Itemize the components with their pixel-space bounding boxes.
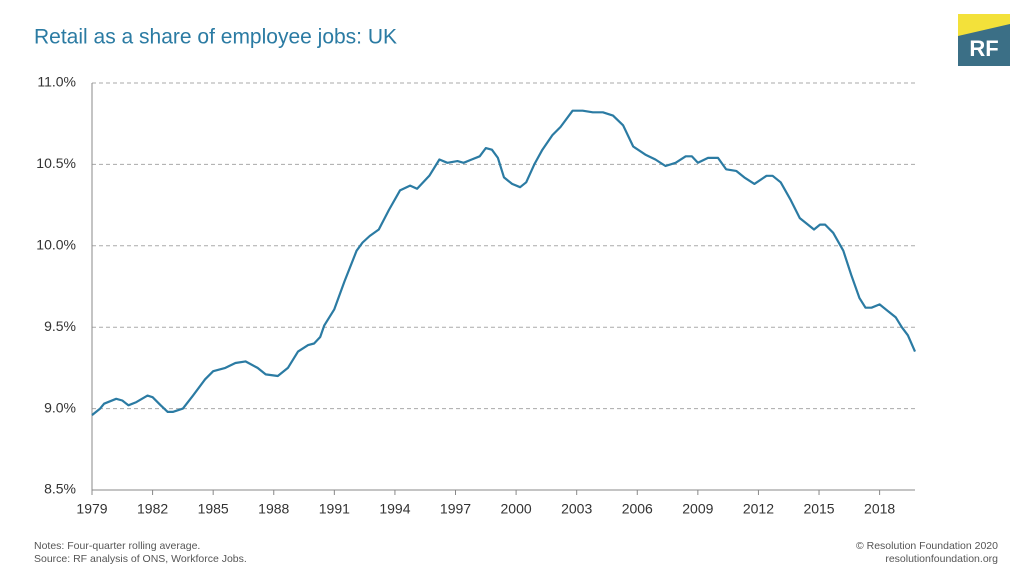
x-tick-label: 2018 [864,501,895,517]
logo: RF [958,14,1010,66]
x-tick-label: 2006 [622,501,653,517]
x-tick-label: 1979 [76,501,107,517]
source: Source: RF analysis of ONS, Workforce Jo… [34,553,247,565]
y-tick-label: 11.0% [37,74,76,90]
credit-url: resolutionfoundation.org [885,553,998,565]
credit: © Resolution Foundation 2020 [856,540,998,552]
y-tick-label: 10.5% [36,155,76,171]
x-tick-label: 2003 [561,501,592,517]
y-tick-label: 8.5% [44,481,76,497]
y-tick-label: 10.0% [36,237,76,253]
y-tick-label: 9.5% [44,318,76,334]
x-tick-label: 1994 [379,501,410,517]
x-tick-label: 2000 [501,501,532,517]
x-tick-label: 2009 [682,501,713,517]
x-tick-label: 2015 [803,501,834,517]
logo-text: RF [969,36,998,61]
x-tick-label: 2012 [743,501,774,517]
x-tick-label: 1991 [319,501,350,517]
y-tick-label: 9.0% [44,399,76,415]
x-tick-label: 1988 [258,501,289,517]
x-tick-label: 1997 [440,501,471,517]
note: Notes: Four-quarter rolling average. [34,540,200,552]
data-line [91,109,917,416]
logo-accent [958,14,1010,36]
x-tick-label: 1985 [198,501,229,517]
chart-title: Retail as a share of employee jobs: UK [34,26,397,49]
x-tick-label: 1982 [137,501,168,517]
